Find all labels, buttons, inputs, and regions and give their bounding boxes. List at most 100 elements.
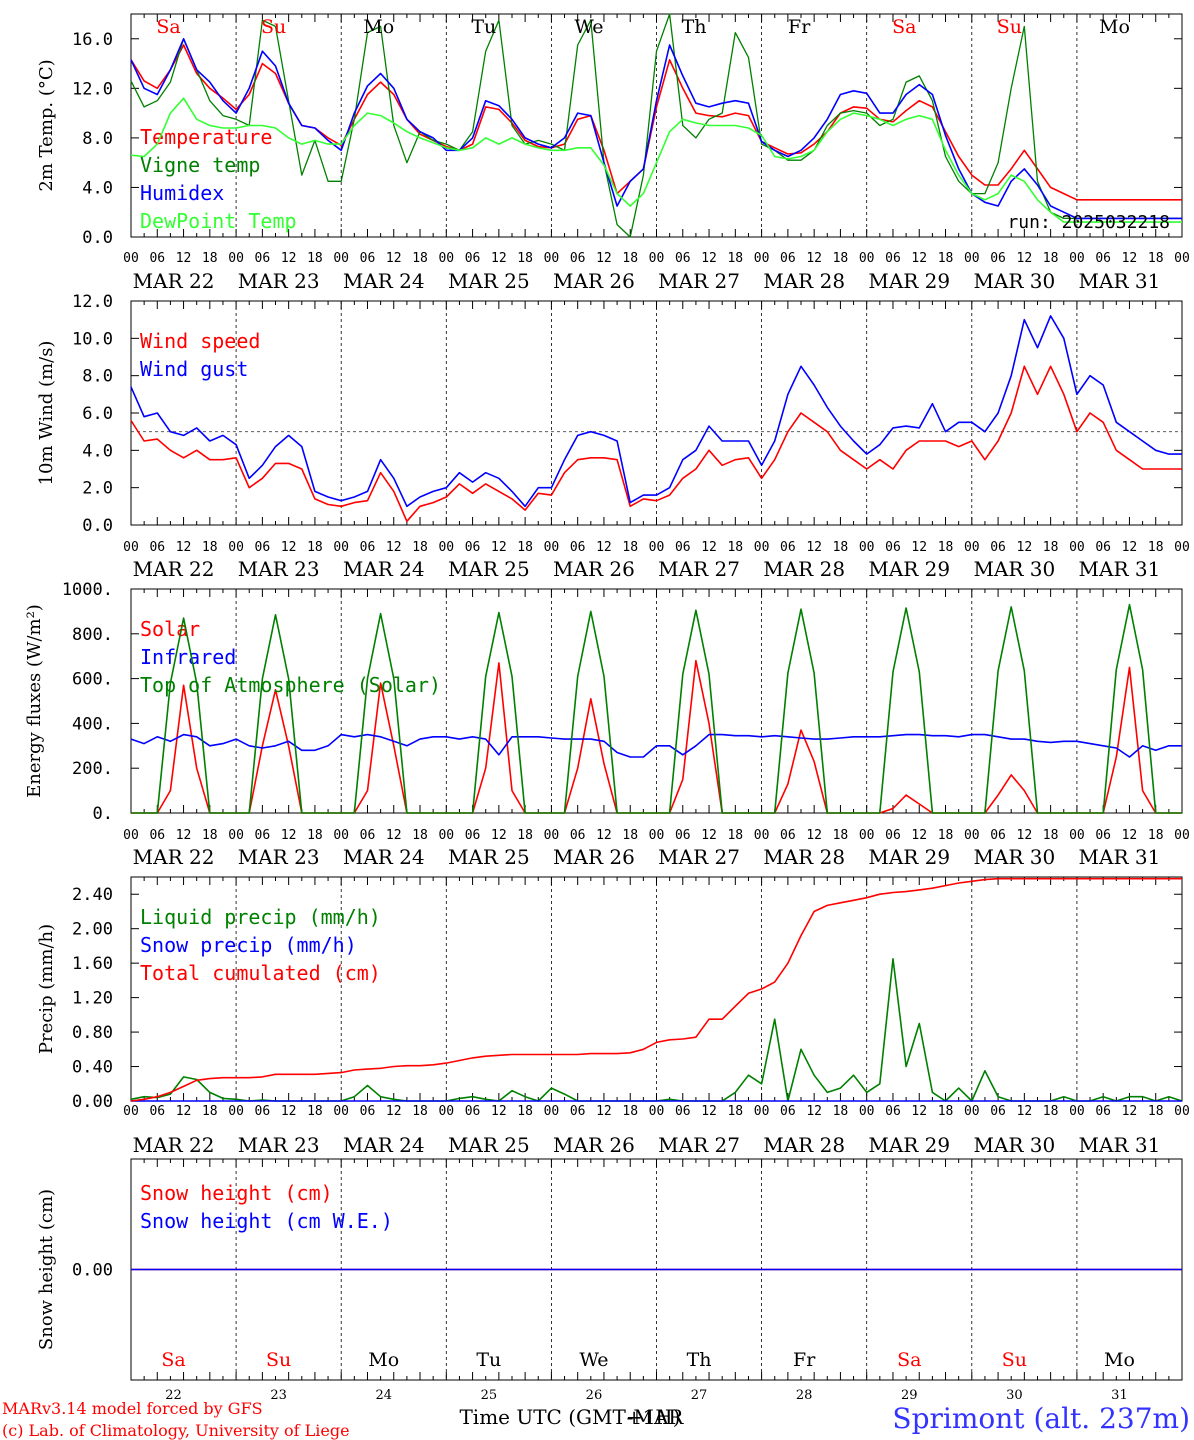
x-tick-label: 12 [1017, 251, 1033, 266]
date-label: MAR 29 [868, 845, 950, 869]
x-tick-label: 18 [202, 828, 218, 843]
x-tick-label: 12 [386, 828, 402, 843]
y-tick-label: 8.0 [82, 367, 113, 387]
x-tick-label: 00 [544, 540, 560, 555]
x-tick-label: 00 [859, 251, 875, 266]
x-tick-label: 06 [1095, 540, 1111, 555]
x-tick-label: 18 [938, 1104, 954, 1119]
x-tick-label: 00 [228, 540, 244, 555]
legend-entry: Top of Atmosphere (Solar) [140, 673, 441, 697]
x-tick-label: 00 [333, 251, 349, 266]
x-tick-label: 06 [990, 828, 1006, 843]
x-tick-label: 00 [964, 251, 980, 266]
x-tick-label: 18 [1043, 251, 1059, 266]
y-tick-label: 6.0 [82, 404, 113, 424]
x-tick-label: 18 [1043, 540, 1059, 555]
date-label: MAR 31 [1079, 845, 1161, 869]
x-tick-label: 12 [806, 251, 822, 266]
series-line-1 [130, 365, 1182, 523]
x-tick-label: 18 [938, 540, 954, 555]
legend-entry: Wind gust [140, 357, 248, 381]
legend-entry: Total cumulated (cm) [140, 961, 381, 985]
date-label: MAR 25 [448, 557, 530, 581]
x-tick-label: 06 [149, 1104, 165, 1119]
y-tick-label: 12.0 [72, 292, 113, 312]
x-tick-label: 18 [1043, 828, 1059, 843]
x-tick-label: 00 [754, 1104, 770, 1119]
y-tick-label: 12.0 [72, 79, 113, 99]
x-tick-label: 06 [990, 1104, 1006, 1119]
x-tick-label: 18 [307, 540, 323, 555]
y-tick-label: 200. [72, 759, 113, 779]
x-tick-label: 06 [360, 251, 376, 266]
x-tick-label: 12 [1122, 828, 1138, 843]
x-tick-label: 12 [1122, 1104, 1138, 1119]
x-tick-label: 00 [438, 540, 454, 555]
x-tick-label: 00 [1174, 251, 1190, 266]
date-label: MAR 29 [868, 269, 950, 293]
date-label: MAR 27 [658, 1133, 740, 1157]
x-tick-label: 00 [333, 828, 349, 843]
x-tick-label: 12 [491, 828, 507, 843]
x-tick-label: 12 [1122, 540, 1138, 555]
x-tick-label: 12 [1017, 540, 1033, 555]
date-label: MAR 27 [658, 557, 740, 581]
x-tick-label: 00 [123, 251, 139, 266]
x-tick-label: 12 [596, 1104, 612, 1119]
bottom-day-name: Sa [897, 1349, 921, 1371]
x-tick-label: 06 [465, 251, 481, 266]
y-tick-label: 2.40 [72, 885, 113, 905]
x-tick-label: 18 [307, 1104, 323, 1119]
x-tick-label: 18 [202, 251, 218, 266]
y-tick-label: 0.40 [72, 1058, 113, 1078]
y-tick-label: 0.0 [82, 228, 113, 248]
x-tick-label: 06 [360, 540, 376, 555]
x-tick-label: 06 [675, 251, 691, 266]
x-tick-label: 06 [149, 540, 165, 555]
x-tick-label: 00 [964, 1104, 980, 1119]
bottom-day-name: Th [687, 1349, 712, 1371]
bottom-day-axis: Sa Su Mo Tu We Th Fr Sa Su Mo 22 23 24 25 26 27 28 29 30 31 [161, 1349, 1135, 1403]
x-tick-label: 00 [333, 540, 349, 555]
x-tick-label: 06 [255, 251, 271, 266]
x-tick-label: 12 [281, 540, 297, 555]
day-name: Su [261, 16, 286, 38]
chart-panel-5: 0.00 Snow height (cm) Snow height (cm) Snow… [36, 1158, 1183, 1381]
x-tick-label: 18 [202, 540, 218, 555]
x-tick-label: 18 [412, 540, 428, 555]
x-tick-label: 12 [176, 251, 192, 266]
y-tick-label: 0. [93, 804, 113, 824]
y-axis-label: Precip (mm/h) [36, 924, 57, 1054]
y-tick-label: 2.00 [72, 920, 113, 940]
day-name: Sa [156, 16, 180, 38]
day-name: Mo [363, 16, 394, 38]
x-tick-label: 12 [176, 540, 192, 555]
x-tick-label: 06 [990, 540, 1006, 555]
date-label: MAR 24 [343, 845, 425, 869]
x-tick-label: 00 [123, 1104, 139, 1119]
y-axis-label: Energy fluxes (W/m²) [24, 604, 45, 798]
y-tick-label: 0.80 [72, 1023, 113, 1043]
x-tick-label: 18 [412, 1104, 428, 1119]
x-tick-label: 06 [1095, 1104, 1111, 1119]
legend-entry: Liquid precip (mm/h) [140, 905, 381, 929]
date-label: MAR 28 [763, 1133, 845, 1157]
x-tick-label: 18 [938, 251, 954, 266]
bottom-day-name: Tu [476, 1349, 501, 1371]
date-label: MAR 27 [658, 845, 740, 869]
legend-entry: Solar [140, 617, 200, 641]
x-tick-label: 06 [675, 540, 691, 555]
x-tick-label: 00 [544, 828, 560, 843]
date-label: MAR 24 [343, 557, 425, 581]
x-tick-label: 18 [1148, 828, 1164, 843]
x-tick-label: 12 [596, 251, 612, 266]
date-label: MAR 31 [1079, 1133, 1161, 1157]
bottom-day-name: Sa [161, 1349, 185, 1371]
x-tick-label: 12 [806, 828, 822, 843]
x-tick-label: 06 [780, 540, 796, 555]
date-label: MAR 26 [553, 1133, 635, 1157]
x-tick-label: 12 [911, 1104, 927, 1119]
x-tick-label: 18 [1148, 540, 1164, 555]
legend-entry: Humidex [140, 181, 224, 205]
date-label: MAR 25 [448, 1133, 530, 1157]
